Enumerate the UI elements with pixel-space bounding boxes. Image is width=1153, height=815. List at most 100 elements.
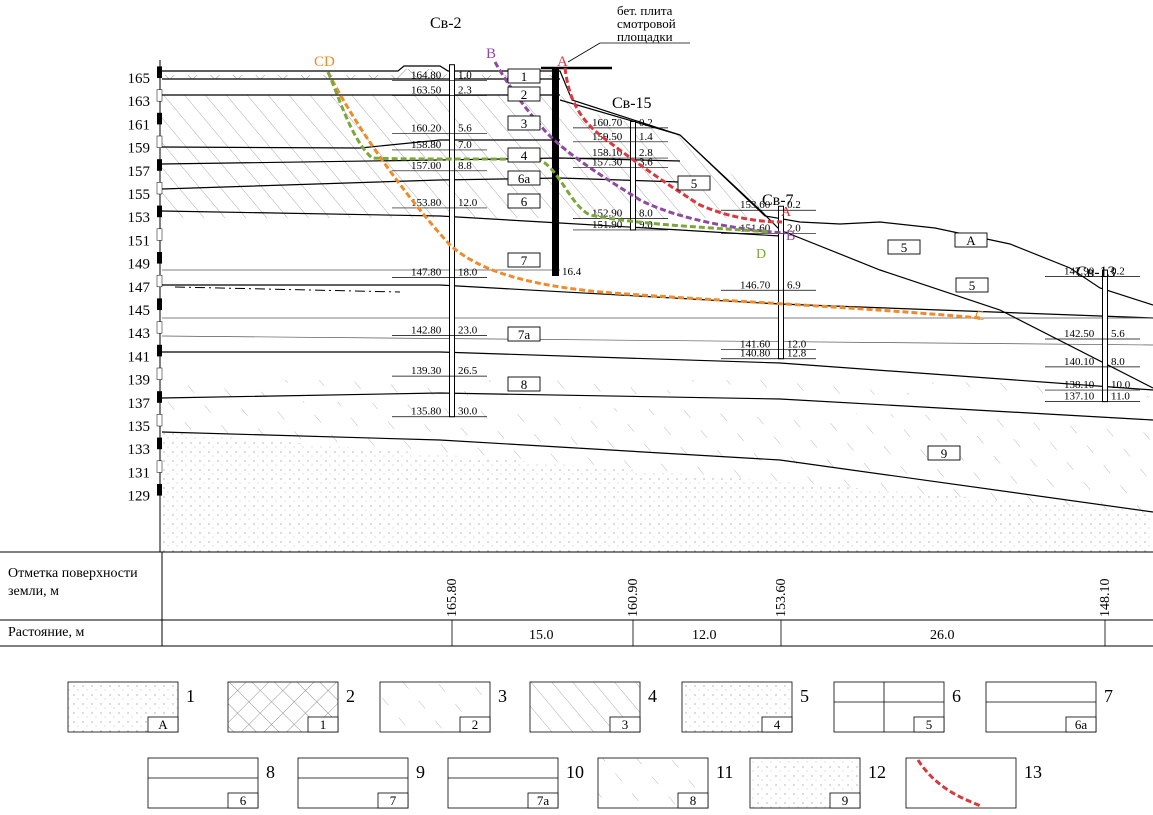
legend-item: 9 12 [749, 757, 886, 809]
label-b-end: B [786, 229, 795, 244]
axis-tick-block [157, 205, 162, 218]
axis-tick-label: 145 [128, 303, 151, 319]
layer-depth: 10.0 [1111, 379, 1131, 391]
row-label-distance: Растояние, м [8, 625, 85, 640]
layer-tag-label: 5 [691, 176, 698, 191]
boundary-5 [161, 177, 681, 190]
layer-elevation: 138.10 [1064, 379, 1095, 391]
layer-depth: 5.6 [458, 123, 472, 135]
axis-tick-label: 139 [128, 373, 151, 389]
boundary-8 [162, 284, 1153, 319]
layer-tag-label: 7 [521, 253, 528, 268]
layer-tag-box [507, 115, 541, 131]
legend-number: 4 [648, 686, 657, 706]
layer-depth: 12.0 [787, 338, 807, 350]
boundary-11 [162, 351, 1153, 391]
layer-elevation: 139.30 [411, 365, 442, 377]
legend-number: 3 [498, 686, 507, 706]
layer-depth: 12.0 [458, 197, 478, 209]
axis-tick-label: 165 [128, 71, 151, 87]
axis-tick-block [156, 89, 163, 102]
axis-tick-block [156, 367, 163, 380]
axis-tick-block [156, 182, 163, 195]
layer-depth: 23.0 [458, 325, 478, 337]
legend-number: 13 [1024, 762, 1042, 782]
legend-number: 9 [416, 762, 425, 782]
legend-item: 12 [227, 681, 355, 733]
ground-mark-4: 148.10 [1098, 579, 1113, 618]
borehole-name: Св-7 [762, 192, 794, 209]
axis-tick-block [157, 252, 162, 264]
layer-tag-box [507, 147, 541, 163]
label-a-top: A [557, 54, 568, 70]
layer-tag-label: 8 [521, 377, 528, 392]
layer-elevation: 153.60 [740, 199, 771, 211]
legend-tag: 5 [926, 717, 933, 732]
layer-tag-box [507, 86, 541, 102]
layer-tag-label: 9 [941, 446, 948, 461]
strata-boundaries [161, 65, 1153, 513]
layer-tag-box [887, 239, 921, 255]
legend-item: 6а 7 [985, 681, 1113, 733]
legend-tag: 7а [537, 793, 550, 808]
layer-elevation: 137.10 [1064, 391, 1095, 403]
layer-tag-box [507, 68, 541, 84]
layer-elevation: 158.10 [592, 147, 623, 159]
layer-depth: 2.8 [639, 147, 653, 159]
layer-tag-label: 6а [518, 171, 531, 186]
axis-tick-label: 153 [128, 210, 151, 226]
layer-tag-label: 2 [521, 87, 528, 102]
boundary-6 [161, 210, 781, 237]
axis-tick-block [156, 321, 163, 334]
layer-elevation: 146.70 [740, 279, 771, 291]
layer-depth: 26.5 [458, 365, 478, 377]
boundary-3 [161, 139, 560, 149]
legend-tag: 9 [842, 793, 849, 808]
layer-depth: 8.0 [1111, 356, 1125, 368]
legend-tag: 6 [240, 793, 247, 808]
layer-tag-box [507, 170, 541, 186]
legend-item: А1 [67, 681, 195, 733]
axis-tick-label: 143 [128, 326, 151, 342]
legend-tag: 2 [472, 717, 479, 732]
layer-depth: 0.2 [787, 199, 801, 211]
axis-tick-label: 131 [128, 465, 151, 481]
layer-depth: 0.2 [1111, 265, 1125, 277]
ground-mark-1: 165.80 [445, 579, 460, 618]
axis-tick-block [156, 228, 163, 241]
axis-tick-label: 137 [128, 396, 151, 412]
ground-mark-2: 160.90 [626, 579, 641, 618]
legend-tag: 6а [1075, 717, 1088, 732]
layer-depth: 11.0 [1111, 391, 1130, 403]
pile-depth-label: 16.4 [562, 266, 582, 278]
legend-tag: 4 [774, 717, 781, 732]
layer-depth: 2.0 [787, 222, 801, 234]
axis-tick-block [156, 135, 163, 148]
layer-elevation: 142.50 [1064, 328, 1095, 340]
borehole-name: Св-2 [430, 15, 462, 32]
annotation-line-2: смотровой [617, 16, 676, 31]
borehole-column [778, 205, 784, 360]
annotation-line-3: площадки [617, 29, 673, 44]
borehole-column [630, 121, 636, 231]
layer-elevation: 152.90 [592, 207, 623, 219]
axis-tick-label: 157 [128, 164, 151, 180]
axis-tick-block [157, 298, 162, 310]
layer-tag-box [927, 445, 961, 461]
legend-item: 79 [297, 757, 425, 809]
layer-tag-box [507, 252, 541, 268]
axis-tick-block [157, 437, 162, 450]
boundary-12 [161, 392, 1153, 421]
axis-tick-label: 133 [128, 442, 151, 458]
distance-1: 15.0 [529, 628, 554, 643]
layer-tags: 1 2 3 4 6а 6 7 7а 8 5 5 5 А 9 [507, 68, 989, 461]
layer-elevation: 142.80 [411, 325, 442, 337]
borehole-name: Св-15 [612, 95, 652, 112]
legend-item: 23 [379, 681, 507, 733]
axis-tick-block [157, 66, 162, 78]
axis-tick-label: 135 [128, 419, 151, 435]
ground-surface [162, 65, 1153, 306]
legend-number: 7 [1104, 686, 1113, 706]
